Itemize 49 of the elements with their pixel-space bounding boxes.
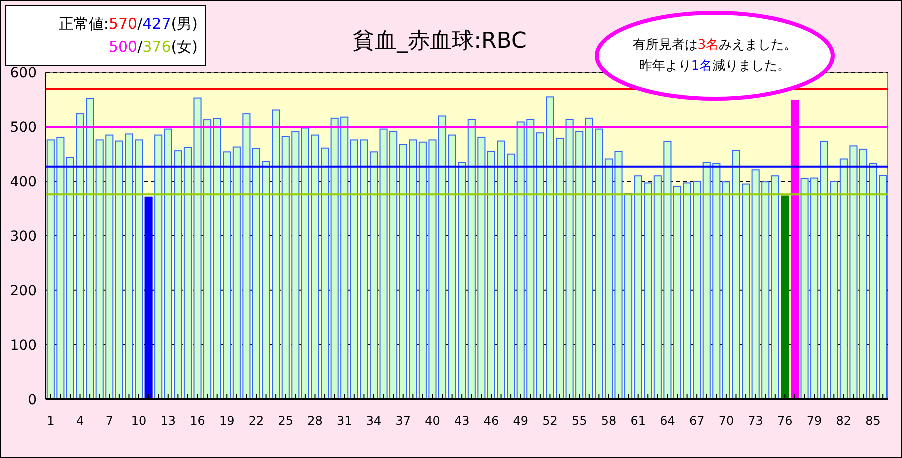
x-tick-label: 31 bbox=[336, 414, 352, 428]
x-tick-label: 10 bbox=[131, 414, 147, 428]
x-tick-label: 7 bbox=[106, 414, 114, 428]
bar bbox=[673, 186, 682, 400]
x-tick-label: 28 bbox=[308, 414, 323, 428]
bar bbox=[252, 148, 261, 400]
y-tick-label: 400 bbox=[10, 174, 37, 191]
x-tick-label: 79 bbox=[806, 414, 822, 428]
bar bbox=[556, 138, 564, 400]
x-tick-label: 13 bbox=[160, 414, 176, 428]
y-tick-label: 300 bbox=[10, 229, 37, 245]
bar bbox=[781, 196, 790, 400]
x-tick-label: 46 bbox=[484, 414, 500, 428]
x-tick-label: 58 bbox=[601, 414, 617, 428]
x-tick-label: 73 bbox=[748, 414, 764, 428]
x-tick-label: 67 bbox=[689, 414, 705, 428]
x-tick-label: 34 bbox=[366, 414, 382, 428]
x-tick-label: 16 bbox=[190, 414, 206, 428]
x-tick-label: 61 bbox=[630, 414, 646, 428]
text: 500/376(女) bbox=[108, 38, 198, 56]
x-tick-label: 55 bbox=[572, 414, 588, 428]
bar bbox=[144, 196, 153, 400]
x-tick-label: 1 bbox=[47, 414, 55, 428]
chart-title: 貧血_赤血球:RBC bbox=[353, 29, 527, 54]
y-tick-label: 200 bbox=[10, 283, 37, 300]
x-tick-label: 40 bbox=[425, 414, 440, 428]
x-tick-label: 25 bbox=[278, 414, 294, 428]
x-tick-label: 82 bbox=[836, 414, 852, 428]
x-tick-label: 52 bbox=[542, 414, 558, 428]
x-tick-label: 43 bbox=[454, 414, 470, 428]
x-tick-label: 49 bbox=[513, 414, 528, 428]
x-tick-label: 70 bbox=[718, 414, 734, 428]
bar bbox=[134, 140, 144, 400]
text: 正常値:570/427(男) bbox=[58, 15, 198, 33]
x-tick-label: 76 bbox=[778, 414, 793, 428]
y-tick-label: 500 bbox=[10, 120, 37, 136]
bar bbox=[154, 134, 163, 400]
text: 有所見者は3名みえました。 bbox=[632, 38, 798, 53]
x-tick-label: 64 bbox=[660, 414, 676, 428]
x-tick-label: 22 bbox=[248, 414, 264, 428]
y-tick-label: 100 bbox=[10, 338, 37, 354]
x-tick-label: 4 bbox=[76, 414, 84, 428]
bar bbox=[771, 176, 780, 400]
y-tick-label: 600 bbox=[10, 66, 37, 82]
x-tick-label: 19 bbox=[219, 414, 235, 428]
x-tick-label: 85 bbox=[866, 414, 881, 428]
y-tick-label: 0 bbox=[28, 392, 37, 408]
bar bbox=[370, 152, 378, 400]
x-tick-label: 37 bbox=[396, 414, 411, 428]
